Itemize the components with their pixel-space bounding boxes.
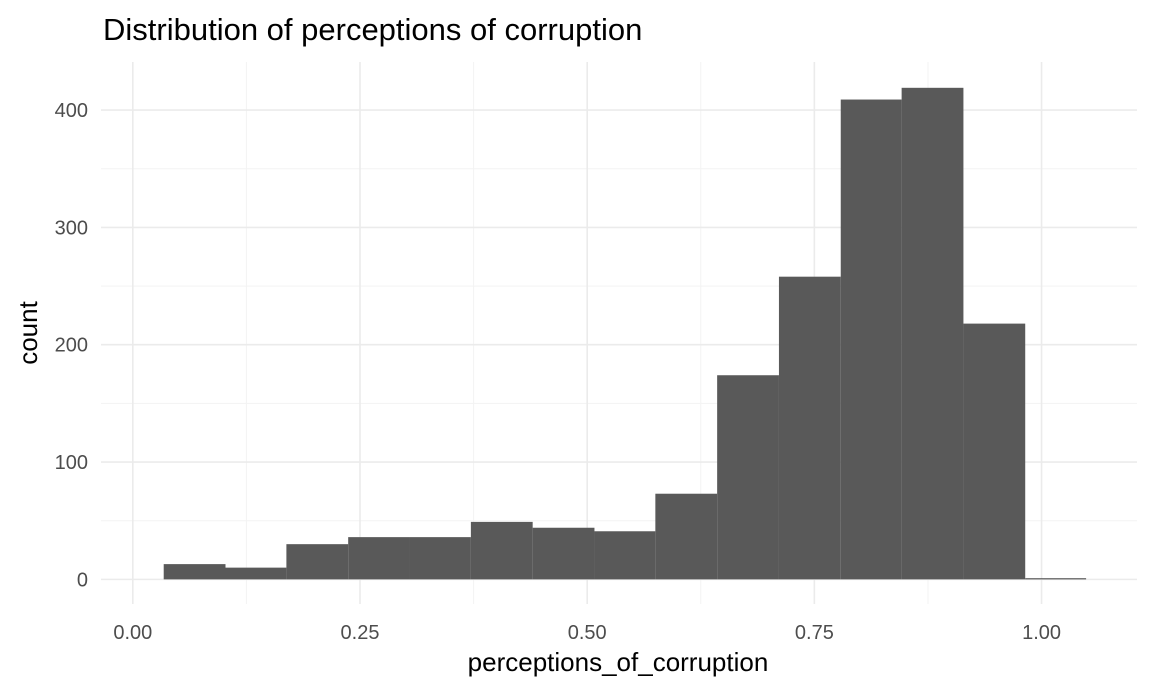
histogram-bar <box>470 521 533 580</box>
histogram-bar <box>840 99 902 580</box>
histogram-bar <box>348 537 410 580</box>
histogram-bar <box>594 531 656 580</box>
x-tick-label: 0.25 <box>341 622 380 644</box>
y-tick-label: 100 <box>55 452 88 474</box>
histogram-bar <box>778 276 841 580</box>
y-tick-label: 400 <box>55 100 88 122</box>
histogram-bars <box>163 87 1087 580</box>
x-tick-label: 0.00 <box>113 622 152 644</box>
chart-title: Distribution of perceptions of corruptio… <box>103 12 642 47</box>
x-axis-tick-labels: 0.00 0.25 0.50 0.75 1.00 <box>113 622 1061 644</box>
histogram-bar <box>286 544 349 580</box>
y-tick-label: 300 <box>55 217 88 239</box>
histogram-bar <box>963 323 1026 580</box>
histogram-bar <box>901 87 964 580</box>
histogram-bar <box>163 564 226 580</box>
histogram-bar <box>1025 578 1087 580</box>
histogram-bar <box>409 537 471 580</box>
y-axis-title: count <box>13 300 43 364</box>
y-axis-tick-labels: 0 100 200 300 400 <box>55 100 88 591</box>
x-axis-title: perceptions_of_corruption <box>468 647 769 677</box>
histogram-bar <box>655 493 718 580</box>
y-tick-label: 0 <box>77 569 88 591</box>
histogram-bar <box>717 375 779 580</box>
histogram-bar <box>532 527 595 580</box>
y-tick-label: 200 <box>55 335 88 357</box>
x-tick-label: 0.50 <box>568 622 607 644</box>
x-tick-label: 0.75 <box>795 622 834 644</box>
histogram-bar <box>225 567 287 580</box>
x-tick-label: 1.00 <box>1022 622 1061 644</box>
